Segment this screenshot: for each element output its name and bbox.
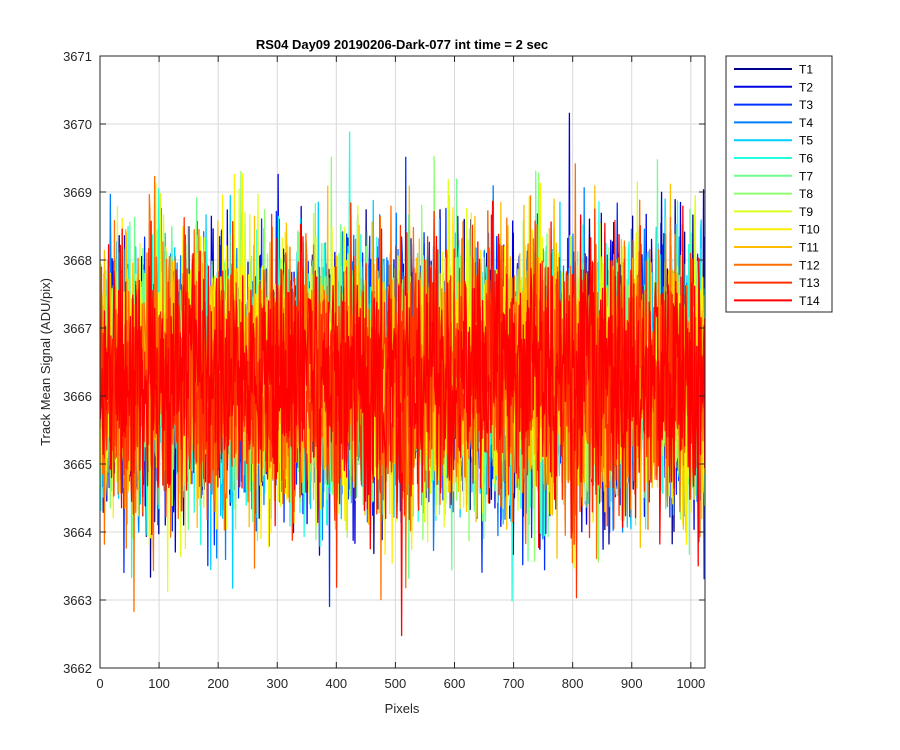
x-tick-label: 300 xyxy=(266,676,288,691)
x-tick-label: 0 xyxy=(96,676,103,691)
legend-label-t5: T5 xyxy=(799,134,813,148)
legend-label-t2: T2 xyxy=(799,80,813,94)
x-tick-label: 200 xyxy=(207,676,229,691)
legend-label-t4: T4 xyxy=(799,116,813,130)
legend-label-t1: T1 xyxy=(799,63,813,77)
y-tick-label: 3669 xyxy=(63,185,92,200)
tick-marks xyxy=(99,55,705,669)
series-lines xyxy=(99,112,706,637)
y-axis-label: Track Mean Signal (ADU/pix) xyxy=(38,278,53,446)
x-axis-label: Pixels xyxy=(385,701,420,716)
y-tick-label: 3662 xyxy=(63,661,92,676)
legend-box xyxy=(725,55,833,313)
legend: T1 T2 T3 T4 T5 T6 T7 T8 T9 T10 T11 T12 T13 T14 xyxy=(725,55,833,313)
legend-label-t13: T13 xyxy=(799,276,820,290)
x-tick-labels: 0 100 200 300 400 500 600 700 800 900 1000 xyxy=(96,676,705,691)
y-tick-label: 3670 xyxy=(63,117,92,132)
y-tick-label: 3666 xyxy=(63,389,92,404)
series-line-t14 xyxy=(99,200,706,637)
x-tick-label: 700 xyxy=(503,676,525,691)
plot-border xyxy=(99,55,706,669)
legend-label-t9: T9 xyxy=(799,205,813,219)
legend-items: T1 T2 T3 T4 T5 T6 T7 T8 T9 T10 T11 T12 T13 T14 xyxy=(734,63,820,308)
x-tick-label: 800 xyxy=(562,676,584,691)
legend-label-t11: T11 xyxy=(799,241,819,255)
plot-area xyxy=(99,55,706,669)
legend-label-t3: T3 xyxy=(799,98,813,112)
x-tick-label: 600 xyxy=(444,676,466,691)
x-tick-label: 500 xyxy=(385,676,407,691)
legend-label-t7: T7 xyxy=(799,169,813,183)
chart-title: RS04 Day09 20190206-Dark-077 int time = … xyxy=(256,37,548,52)
legend-label-t10: T10 xyxy=(799,223,820,237)
x-tick-label: 400 xyxy=(325,676,347,691)
legend-label-t6: T6 xyxy=(799,152,813,166)
y-tick-label: 3671 xyxy=(63,49,92,64)
legend-label-t8: T8 xyxy=(799,187,813,201)
legend-label-t14: T14 xyxy=(799,294,820,308)
y-tick-label: 3668 xyxy=(63,253,92,268)
x-tick-label: 1000 xyxy=(676,676,705,691)
legend-label-t12: T12 xyxy=(799,258,820,272)
y-tick-label: 3663 xyxy=(63,593,92,608)
y-tick-label: 3664 xyxy=(63,525,92,540)
y-tick-label: 3665 xyxy=(63,457,92,472)
y-tick-labels: 3662 3663 3664 3665 3666 3667 3668 3669 3670 3671 xyxy=(63,49,92,676)
y-tick-label: 3667 xyxy=(63,321,92,336)
x-tick-label: 900 xyxy=(621,676,643,691)
x-tick-label: 100 xyxy=(148,676,170,691)
